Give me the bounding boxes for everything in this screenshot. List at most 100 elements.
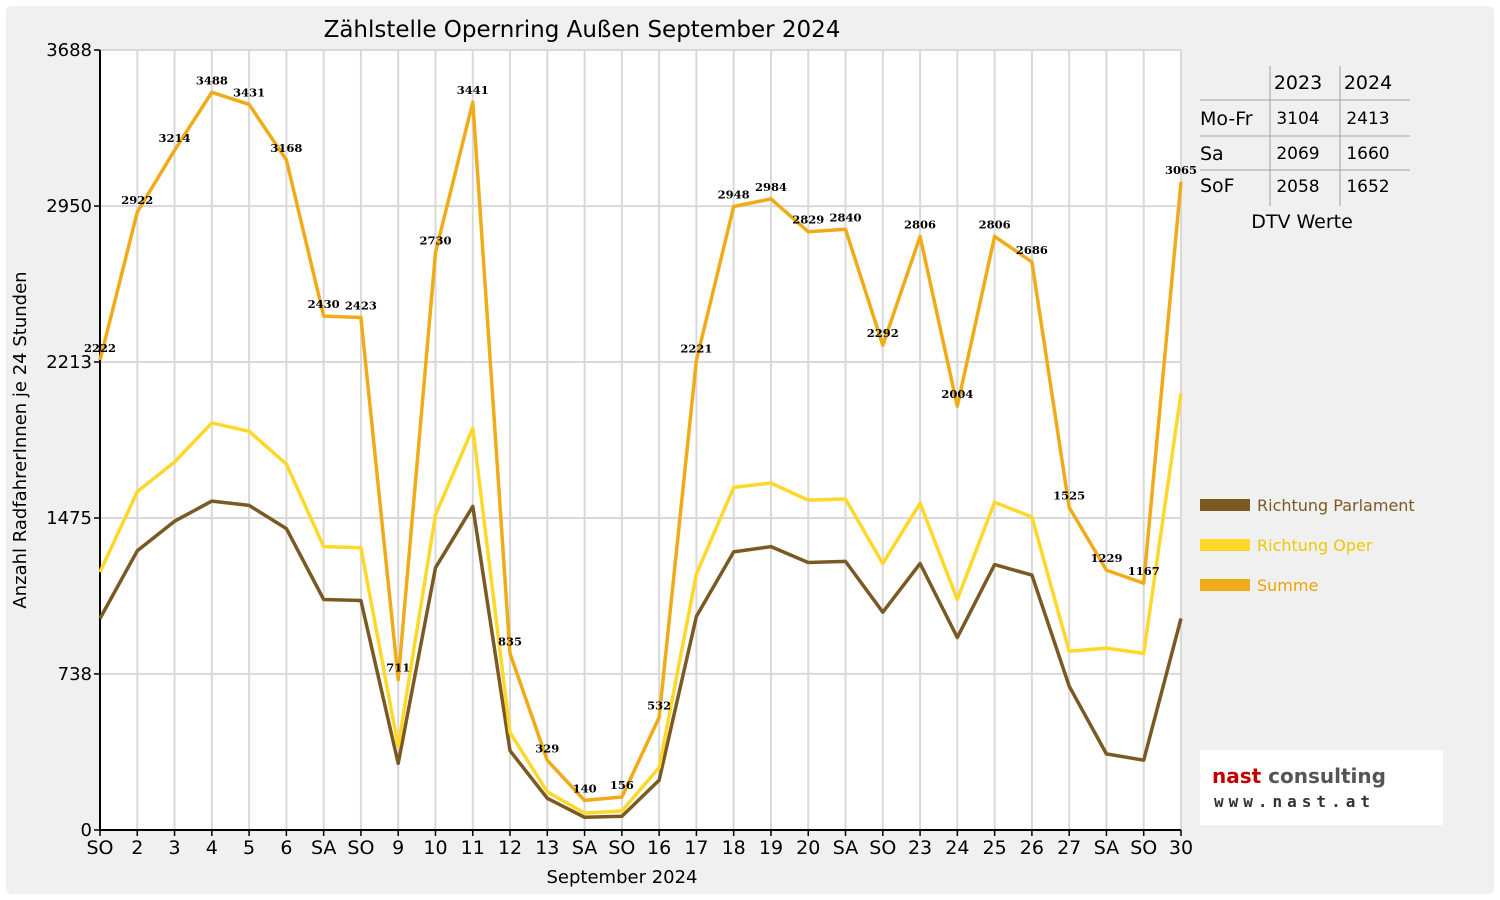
legend-label: Summe bbox=[1257, 576, 1318, 595]
data-label: 3214 bbox=[159, 131, 191, 145]
data-label: 2686 bbox=[1016, 243, 1048, 257]
data-label: 2984 bbox=[755, 180, 787, 194]
x-tick-label: 5 bbox=[243, 837, 255, 859]
x-tick-label: 30 bbox=[1169, 837, 1193, 859]
dtv-table: 2023 2024 Mo-Fr 3104 2413 Sa 2069 1660 S… bbox=[1200, 66, 1410, 233]
x-tick-label: SA bbox=[1094, 837, 1119, 859]
data-label: 2806 bbox=[979, 218, 1011, 232]
y-tick-label: 1475 bbox=[46, 508, 92, 529]
legend-swatch bbox=[1200, 539, 1250, 551]
x-tick-label: SA bbox=[311, 837, 336, 859]
x-tick-label: 24 bbox=[945, 837, 969, 859]
dtv-cell: 1652 bbox=[1346, 177, 1389, 197]
x-tick-label: 26 bbox=[1020, 837, 1044, 859]
x-tick-label: 20 bbox=[796, 837, 820, 859]
data-label: 2948 bbox=[718, 188, 750, 202]
x-tick-label: 19 bbox=[759, 837, 783, 859]
data-label: 2840 bbox=[830, 210, 862, 224]
x-tick-label: SO bbox=[608, 837, 635, 859]
x-tick-label: SO bbox=[869, 837, 896, 859]
data-label: 1167 bbox=[1128, 564, 1160, 578]
legend: Richtung Parlament Richtung Oper Summe bbox=[1200, 496, 1415, 595]
series-lines bbox=[98, 90, 1183, 820]
data-labels: 2222 2922 3214 3488 3431 3168 2430 2423 711 2730 3… bbox=[84, 73, 1197, 795]
dtv-cell: 2413 bbox=[1346, 109, 1389, 129]
x-tick-label: 9 bbox=[392, 837, 404, 859]
chart-title: Zählstelle Opernring Außen September 202… bbox=[324, 17, 841, 43]
axes bbox=[99, 50, 1181, 831]
x-tick-label: SA bbox=[572, 837, 597, 859]
data-label: 2004 bbox=[941, 387, 973, 401]
x-tick-label: 3 bbox=[169, 837, 181, 859]
x-axis-title: September 2024 bbox=[546, 867, 697, 888]
x-tick-label: 25 bbox=[983, 837, 1007, 859]
x-tick-label: 6 bbox=[280, 837, 292, 859]
x-tick-label: 4 bbox=[206, 837, 218, 859]
y-tick-label: 2950 bbox=[46, 196, 92, 217]
y-tick-label: 2213 bbox=[46, 352, 92, 373]
data-label: 2730 bbox=[419, 234, 451, 248]
dtv-cell: 3104 bbox=[1276, 109, 1319, 129]
data-label: 3065 bbox=[1165, 163, 1197, 177]
x-axis-ticks: SO 2 3 4 5 6 SA SO 9 10 11 12 13 SA SO 16 17 18 19 20 SA SO 23… bbox=[86, 830, 1193, 859]
series-line bbox=[98, 393, 1183, 815]
data-label: 2292 bbox=[867, 326, 899, 340]
data-label: 3488 bbox=[196, 73, 228, 87]
x-tick-label: 2 bbox=[131, 837, 143, 859]
y-tick-label: 0 bbox=[81, 820, 92, 841]
x-tick-label: 23 bbox=[908, 837, 932, 859]
data-label: 1525 bbox=[1053, 488, 1085, 502]
logo-name-part1: nast bbox=[1212, 764, 1262, 788]
y-tick-label: 738 bbox=[58, 664, 92, 685]
logo-url: www.nast.at bbox=[1214, 792, 1375, 811]
dtv-col-2023: 2023 bbox=[1274, 72, 1322, 94]
data-label: 3441 bbox=[457, 83, 489, 97]
x-tick-label: 16 bbox=[647, 837, 671, 859]
dtv-row-label: Mo-Fr bbox=[1200, 108, 1253, 130]
data-label: 2423 bbox=[345, 299, 377, 313]
plot-area bbox=[100, 50, 1181, 830]
data-label: 2829 bbox=[792, 213, 824, 227]
logo-name-part2: consulting bbox=[1261, 764, 1386, 788]
x-tick-label: 17 bbox=[684, 837, 708, 859]
dtv-cell: 1660 bbox=[1346, 144, 1389, 164]
data-label: 2806 bbox=[904, 218, 936, 232]
legend-label: Richtung Oper bbox=[1257, 536, 1373, 555]
data-label: 1229 bbox=[1090, 551, 1122, 565]
y-axis-title: Anzahl RadfahrerInnen je 24 Stunden bbox=[10, 271, 31, 608]
data-label: 140 bbox=[573, 781, 597, 795]
y-tick-label: 3688 bbox=[46, 40, 92, 61]
x-tick-label: 11 bbox=[461, 837, 485, 859]
dtv-col-2024: 2024 bbox=[1344, 72, 1392, 94]
x-tick-label: 12 bbox=[498, 837, 522, 859]
series-line bbox=[98, 499, 1183, 820]
data-label: 3168 bbox=[270, 141, 302, 155]
x-tick-label: 13 bbox=[535, 837, 559, 859]
x-tick-label: SA bbox=[833, 837, 858, 859]
x-tick-label: SO bbox=[86, 837, 113, 859]
data-label: 711 bbox=[386, 661, 410, 675]
x-tick-label: 18 bbox=[722, 837, 746, 859]
series-line bbox=[98, 90, 1183, 803]
legend-swatch bbox=[1200, 499, 1250, 511]
data-label: 156 bbox=[610, 778, 634, 792]
data-label: 2922 bbox=[121, 193, 153, 207]
data-label: 2430 bbox=[308, 297, 340, 311]
dtv-caption: DTV Werte bbox=[1251, 211, 1353, 233]
logo-name: nast consulting bbox=[1212, 764, 1386, 788]
x-tick-label: 27 bbox=[1057, 837, 1081, 859]
data-label: 329 bbox=[535, 741, 559, 755]
legend-label: Richtung Parlament bbox=[1257, 496, 1415, 515]
data-label: 2222 bbox=[84, 341, 116, 355]
nast-consulting-logo: nast consulting www.nast.at bbox=[1200, 750, 1443, 825]
x-tick-label: SO bbox=[1130, 837, 1157, 859]
y-axis-ticks: 0 738 1475 2213 2950 3688 bbox=[46, 40, 100, 841]
data-label: 835 bbox=[498, 634, 522, 648]
dtv-row-label: Sa bbox=[1200, 143, 1224, 165]
data-label: 3431 bbox=[233, 85, 265, 99]
data-label: 2221 bbox=[680, 341, 712, 355]
data-label: 532 bbox=[647, 698, 671, 712]
legend-swatch bbox=[1200, 579, 1250, 591]
x-tick-label: SO bbox=[347, 837, 374, 859]
